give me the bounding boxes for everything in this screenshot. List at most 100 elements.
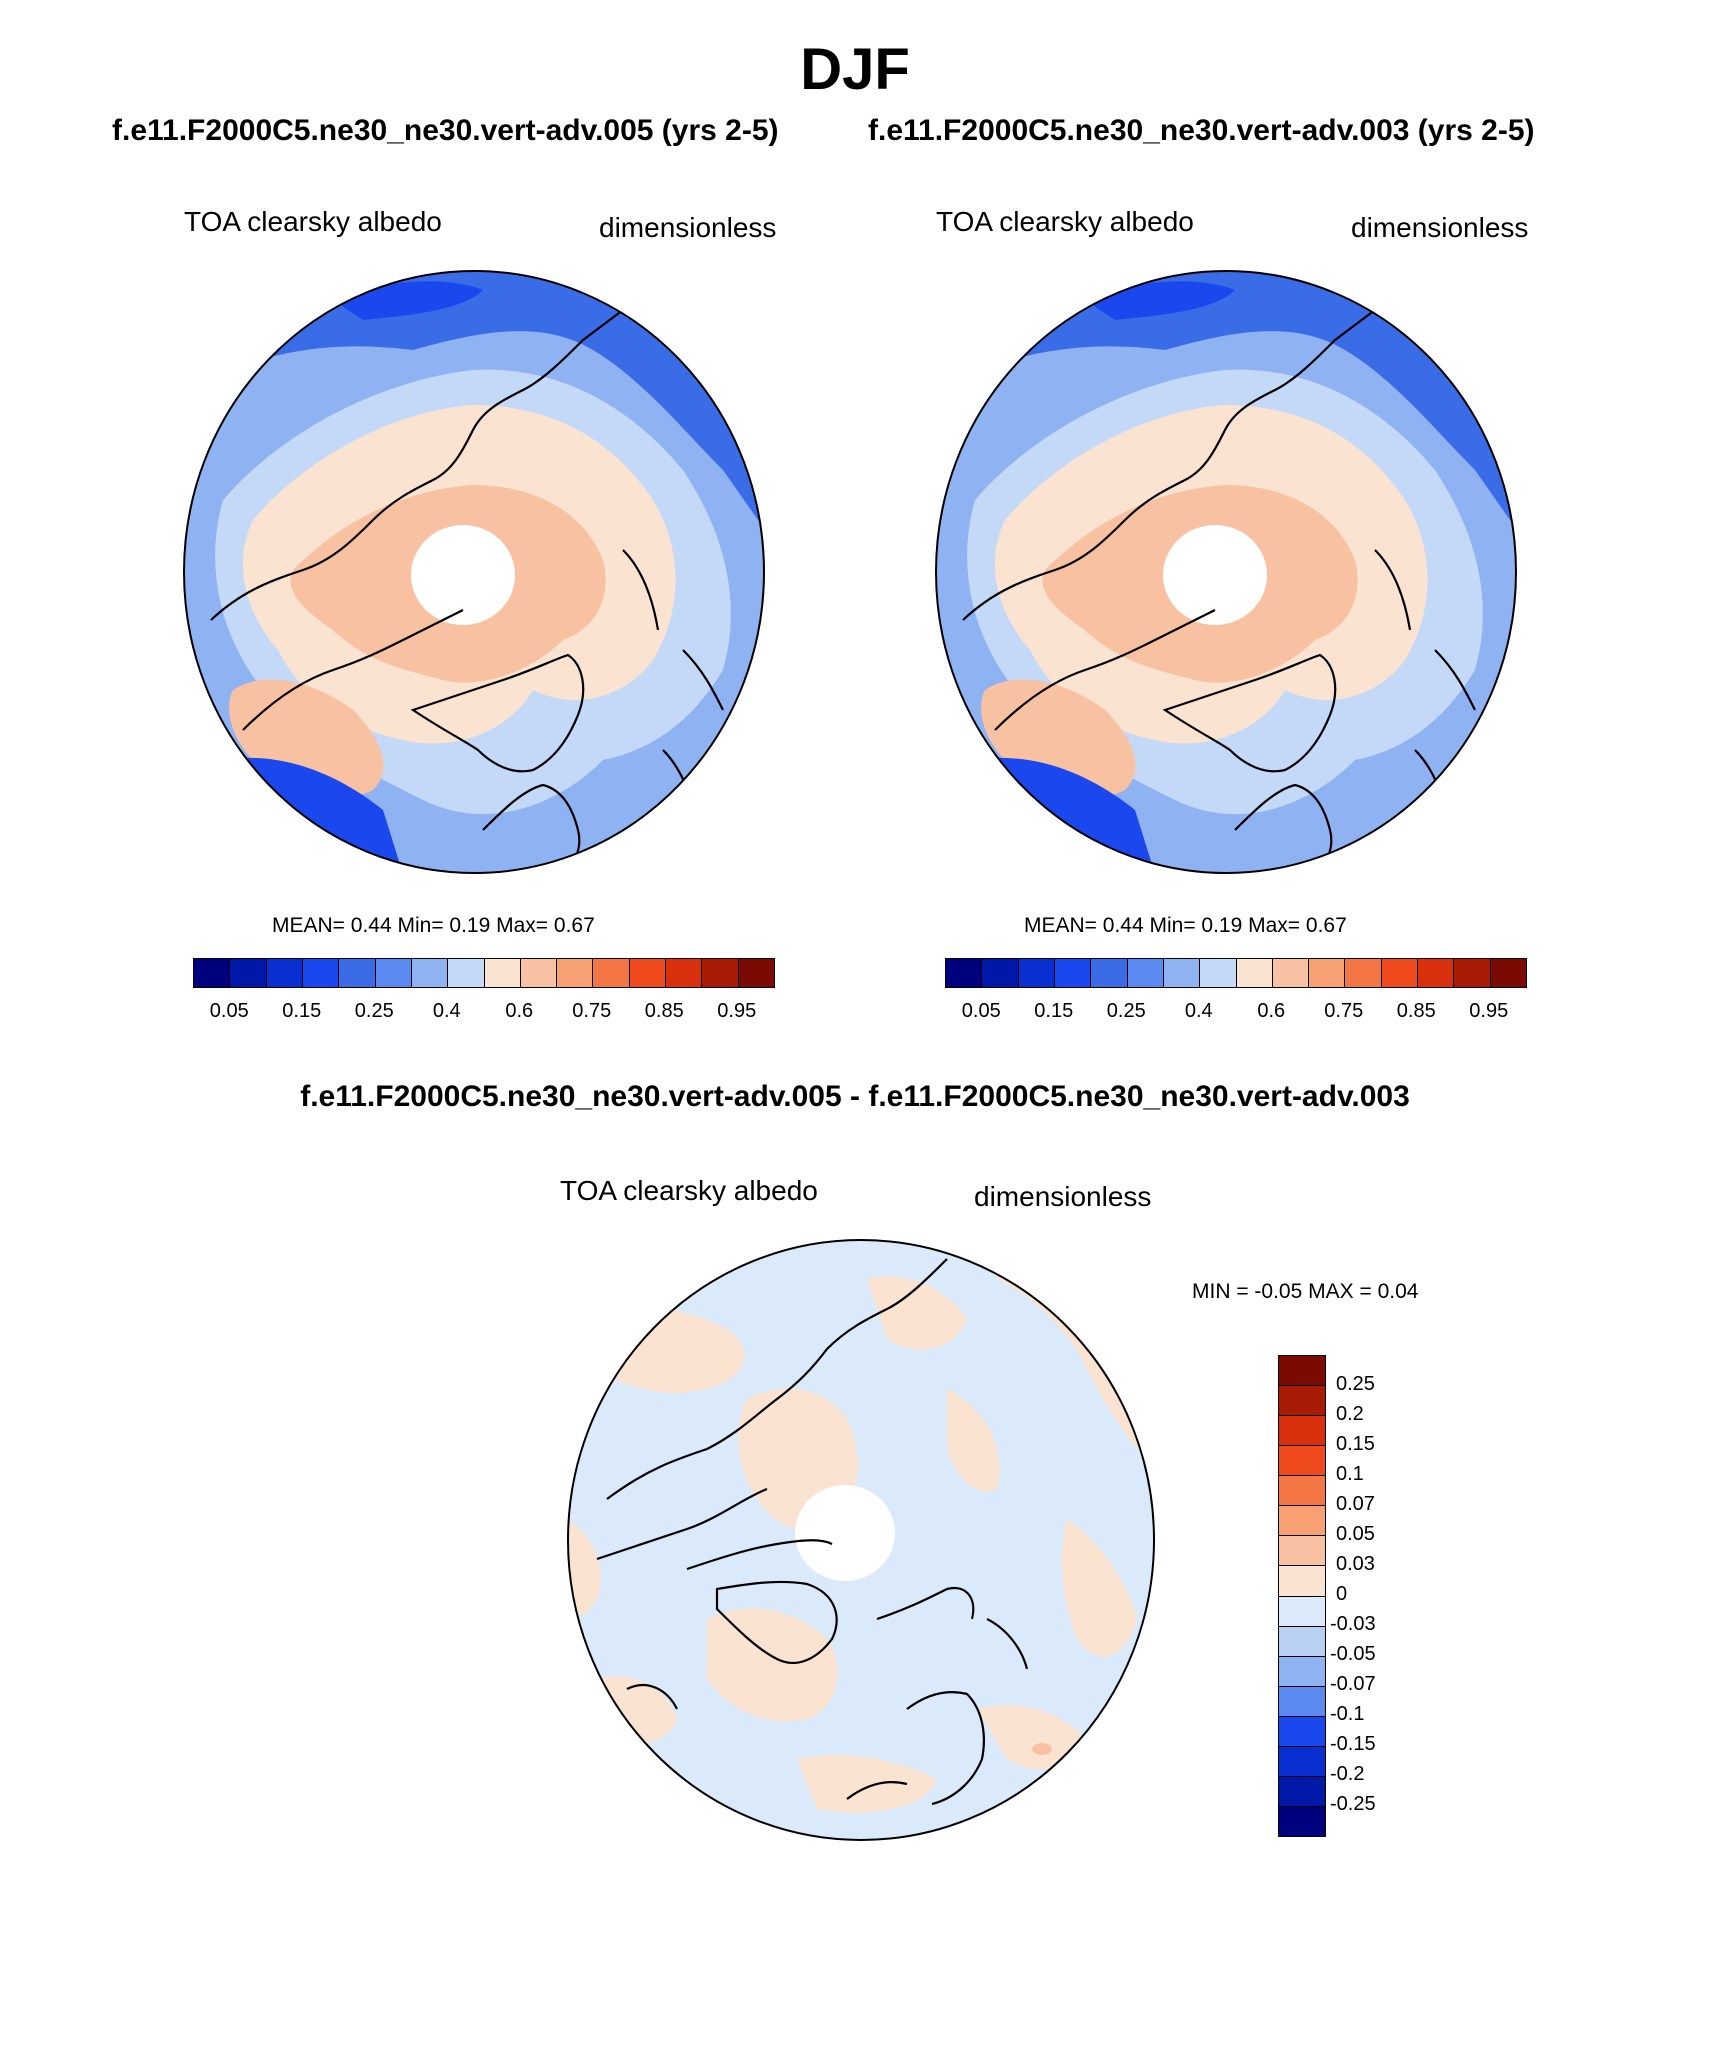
colorbar-swatch xyxy=(1272,959,1310,987)
colorbar-tick-label: 0.85 xyxy=(644,1000,684,1022)
colorbar-swatch xyxy=(1279,1386,1325,1417)
main-title: DJF xyxy=(800,37,910,102)
diff-colorbar xyxy=(1278,1355,1326,1837)
colorbar-swatch xyxy=(1279,1506,1325,1537)
colorbar-swatch xyxy=(1454,959,1491,987)
colorbar-tick-label: 0.4 xyxy=(432,1000,461,1022)
colorbar-tick-label: 0.15 xyxy=(282,1000,322,1022)
colorbar-swatch xyxy=(1279,1716,1325,1747)
diff-stats: MIN = -0.05 MAX = 0.04 xyxy=(1192,1280,1419,1303)
colorbar-tick-label: -0.05 xyxy=(1330,1643,1376,1665)
colorbar-tick-label: 0.6 xyxy=(505,1000,534,1022)
colorbar-swatch xyxy=(266,959,303,987)
colorbar-tick-label: -0.1 xyxy=(1330,1703,1365,1725)
colorbar-swatch xyxy=(520,959,558,987)
colorbar-tick-label: 0.4 xyxy=(1184,1000,1213,1022)
colorbar-tick-label: -0.07 xyxy=(1330,1673,1376,1695)
colorbar-swatch xyxy=(339,959,376,987)
colorbar-swatch xyxy=(666,959,703,987)
colorbar-swatch xyxy=(1279,1806,1325,1836)
colorbar-swatch xyxy=(1279,1356,1325,1387)
colorbar-swatch xyxy=(738,959,774,987)
case-a-stats: MEAN= 0.44 Min= 0.19 Max= 0.67 xyxy=(272,914,595,937)
case-b-units-label: dimensionless xyxy=(1351,212,1529,243)
case-a-title: f.e11.F2000C5.ne30_ne30.vert-adv.005 (yr… xyxy=(112,114,779,147)
case-b-colorbar-ticks: 0.05 0.15 0.25 0.4 0.6 0.75 0.85 0.95 xyxy=(945,1000,1525,1030)
colorbar-tick-label: 0.05 xyxy=(1336,1523,1375,1545)
colorbar-tick-label: 0.1 xyxy=(1336,1463,1364,1485)
diff-polar-map xyxy=(567,1239,1155,1841)
case-b-variable-label: TOA clearsky albedo xyxy=(936,206,1194,237)
colorbar-swatch xyxy=(484,959,521,987)
colorbar-tick-label: 0.95 xyxy=(1469,1000,1509,1022)
colorbar-tick-label: -0.25 xyxy=(1330,1793,1376,1815)
colorbar-swatch xyxy=(1418,959,1455,987)
colorbar-tick-label: 0.07 xyxy=(1336,1493,1375,1515)
colorbar-swatch xyxy=(946,959,983,987)
colorbar-tick-label: 0.05 xyxy=(961,1000,1001,1022)
colorbar-swatch xyxy=(375,959,412,987)
colorbar-tick-label: 0.15 xyxy=(1336,1433,1375,1455)
diff-units-label: dimensionless xyxy=(974,1181,1152,1212)
colorbar-tick-label: 0.85 xyxy=(1396,1000,1436,1022)
colorbar-swatch xyxy=(1054,959,1092,987)
colorbar-swatch xyxy=(557,959,594,987)
case-a-colorbar-ticks: 0.05 0.15 0.25 0.4 0.6 0.75 0.85 0.95 xyxy=(193,1000,773,1030)
colorbar-swatch xyxy=(1490,959,1526,987)
colorbar-tick-label: 0.05 xyxy=(209,1000,249,1022)
colorbar-tick-label: -0.2 xyxy=(1330,1763,1365,1785)
colorbar-swatch xyxy=(1279,1446,1325,1477)
colorbar-swatch xyxy=(1279,1746,1325,1777)
colorbar-swatch xyxy=(1309,959,1346,987)
colorbar-swatch xyxy=(230,959,267,987)
colorbar-swatch xyxy=(302,959,340,987)
colorbar-swatch xyxy=(1127,959,1164,987)
case-b-stats: MEAN= 0.44 Min= 0.19 Max= 0.67 xyxy=(1024,914,1347,937)
case-a-polar-map xyxy=(183,270,765,874)
diff-variable-label: TOA clearsky albedo xyxy=(560,1175,818,1206)
case-b-colorbar xyxy=(945,958,1527,988)
colorbar-tick-label: 0.25 xyxy=(1106,1000,1146,1022)
colorbar-swatch xyxy=(1236,959,1273,987)
colorbar-swatch xyxy=(411,959,449,987)
colorbar-swatch xyxy=(702,959,739,987)
colorbar-swatch xyxy=(194,959,231,987)
colorbar-swatch xyxy=(1279,1566,1325,1597)
colorbar-tick-label: 0.6 xyxy=(1257,1000,1286,1022)
colorbar-tick-label: 0.75 xyxy=(1324,1000,1364,1022)
colorbar-swatch xyxy=(1279,1656,1325,1687)
colorbar-swatch xyxy=(1279,1416,1325,1447)
case-b-title: f.e11.F2000C5.ne30_ne30.vert-adv.003 (yr… xyxy=(868,114,1535,147)
colorbar-swatch xyxy=(1091,959,1128,987)
colorbar-swatch xyxy=(1163,959,1201,987)
colorbar-swatch xyxy=(629,959,667,987)
colorbar-tick-label: 0.2 xyxy=(1336,1403,1364,1425)
colorbar-swatch xyxy=(593,959,630,987)
colorbar-tick-label: -0.15 xyxy=(1330,1733,1376,1755)
colorbar-swatch xyxy=(1381,959,1419,987)
case-a-colorbar xyxy=(193,958,775,988)
colorbar-swatch xyxy=(1279,1626,1325,1657)
colorbar-swatch xyxy=(1018,959,1055,987)
case-b-polar-map xyxy=(935,270,1517,874)
colorbar-tick-label: 0.95 xyxy=(717,1000,757,1022)
colorbar-swatch xyxy=(1279,1536,1325,1567)
colorbar-tick-label: 0.25 xyxy=(1336,1373,1375,1395)
colorbar-swatch xyxy=(1279,1596,1325,1627)
colorbar-swatch xyxy=(1279,1776,1325,1807)
colorbar-swatch xyxy=(982,959,1019,987)
colorbar-swatch xyxy=(1279,1686,1325,1717)
case-a-units-label: dimensionless xyxy=(599,212,777,243)
colorbar-tick-label: -0.03 xyxy=(1330,1613,1376,1635)
colorbar-tick-label: 0.15 xyxy=(1034,1000,1074,1022)
colorbar-tick-label: 0.75 xyxy=(572,1000,612,1022)
diff-colorbar-ticks: 0.25 0.2 0.15 0.1 0.07 0.05 0.03 0 -0.03 -0.05 -0.… xyxy=(1330,1355,1410,1835)
case-a-variable-label: TOA clearsky albedo xyxy=(184,206,442,237)
colorbar-swatch xyxy=(1200,959,1237,987)
diff-title: f.e11.F2000C5.ne30_ne30.vert-adv.005 - f… xyxy=(300,1080,1410,1113)
colorbar-swatch xyxy=(1279,1476,1325,1507)
colorbar-swatch xyxy=(448,959,485,987)
colorbar-tick-label: 0 xyxy=(1336,1583,1348,1605)
colorbar-tick-label: 0.25 xyxy=(354,1000,394,1022)
colorbar-swatch xyxy=(1345,959,1382,987)
